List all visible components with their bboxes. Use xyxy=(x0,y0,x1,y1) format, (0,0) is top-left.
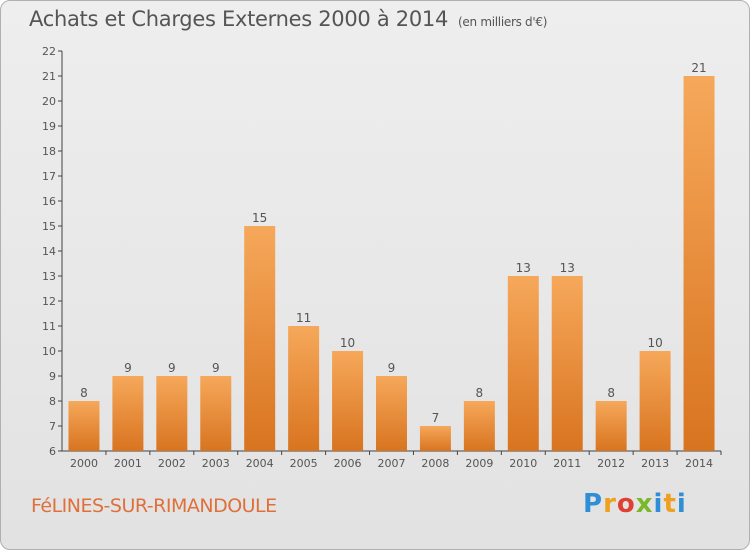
logo-letter: r xyxy=(603,489,617,519)
data-label: 8 xyxy=(607,386,615,400)
data-label: 9 xyxy=(212,361,220,375)
bar xyxy=(112,376,144,451)
y-tick-label: 10 xyxy=(42,345,56,358)
y-tick-label: 11 xyxy=(42,320,56,333)
bar xyxy=(683,76,715,451)
bar xyxy=(332,351,364,451)
bar xyxy=(156,376,188,451)
x-tick-label: 2012 xyxy=(597,457,625,470)
y-tick-label: 15 xyxy=(42,220,56,233)
logo-letter: i xyxy=(653,489,664,519)
title-unit: (en milliers d'€) xyxy=(458,15,548,29)
x-tick-label: 2004 xyxy=(246,457,274,470)
data-label: 9 xyxy=(168,361,176,375)
bar xyxy=(244,226,276,451)
x-tick-label: 2006 xyxy=(334,457,362,470)
logo-letter: x xyxy=(635,489,654,519)
x-tick-label: 2013 xyxy=(641,457,669,470)
town-name: FéLINES-SUR-RIMANDOULE xyxy=(31,495,277,517)
y-tick-label: 6 xyxy=(49,445,56,458)
data-label: 10 xyxy=(647,336,662,350)
title-text: Achats et Charges Externes 2000 à 2014 xyxy=(29,7,449,31)
y-tick-label: 22 xyxy=(42,45,56,58)
logo-letter: t xyxy=(663,489,677,519)
chart-title: Achats et Charges Externes 2000 à 2014 (e… xyxy=(29,7,547,31)
data-label: 13 xyxy=(516,261,531,275)
logo-letter: o xyxy=(616,489,636,519)
y-tick-label: 21 xyxy=(42,70,56,83)
x-tick-label: 2014 xyxy=(685,457,713,470)
y-tick-label: 16 xyxy=(42,195,56,208)
y-tick-label: 19 xyxy=(42,120,56,133)
y-tick-label: 17 xyxy=(42,170,56,183)
bar xyxy=(639,351,671,451)
x-tick-label: 2007 xyxy=(378,457,406,470)
x-tick-label: 2008 xyxy=(421,457,449,470)
x-tick-label: 2001 xyxy=(114,457,142,470)
bar xyxy=(376,376,407,451)
bar xyxy=(200,376,232,451)
data-label: 15 xyxy=(252,211,267,225)
bar xyxy=(507,276,539,451)
data-label: 11 xyxy=(296,311,311,325)
y-tick-label: 12 xyxy=(42,295,56,308)
bars xyxy=(68,76,715,451)
axes: 6 7 8 9 10 11 12 13 14 15 16 17 18 19 20 21 22 2000 2001 20… xyxy=(42,45,722,470)
data-label: 10 xyxy=(340,336,355,350)
bar xyxy=(288,326,320,451)
x-tick-label: 2010 xyxy=(509,457,537,470)
x-tick-label: 2011 xyxy=(553,457,581,470)
data-label: 9 xyxy=(388,361,396,375)
y-tick-label: 7 xyxy=(49,420,56,433)
data-label: 9 xyxy=(124,361,132,375)
x-tick-label: 2005 xyxy=(290,457,318,470)
data-label: 8 xyxy=(476,386,484,400)
y-tick-label: 13 xyxy=(42,270,56,283)
bar xyxy=(551,276,583,451)
y-tick-label: 18 xyxy=(42,145,56,158)
x-tick-label: 2003 xyxy=(202,457,230,470)
data-label: 21 xyxy=(691,61,706,75)
y-tick-label: 14 xyxy=(42,245,56,258)
x-tick-label: 2009 xyxy=(465,457,493,470)
bar xyxy=(419,426,451,451)
data-label: 8 xyxy=(80,386,88,400)
bar xyxy=(595,401,627,451)
y-tick-label: 9 xyxy=(49,370,56,383)
bar xyxy=(68,401,100,451)
logo-letter: i xyxy=(676,489,687,519)
y-tick-label: 8 xyxy=(49,395,56,408)
data-label: 13 xyxy=(560,261,575,275)
x-tick-label: 2000 xyxy=(70,457,98,470)
proxiti-logo: Proxiti xyxy=(583,489,687,519)
data-label: 7 xyxy=(432,411,440,425)
labels: 8 9 9 9 15 11 10 9 7 8 13 13 8 10 21 xyxy=(80,61,707,425)
y-tick-label: 20 xyxy=(42,95,56,108)
x-tick-label: 2002 xyxy=(158,457,186,470)
logo-letter: P xyxy=(583,489,604,519)
bar xyxy=(463,401,495,451)
